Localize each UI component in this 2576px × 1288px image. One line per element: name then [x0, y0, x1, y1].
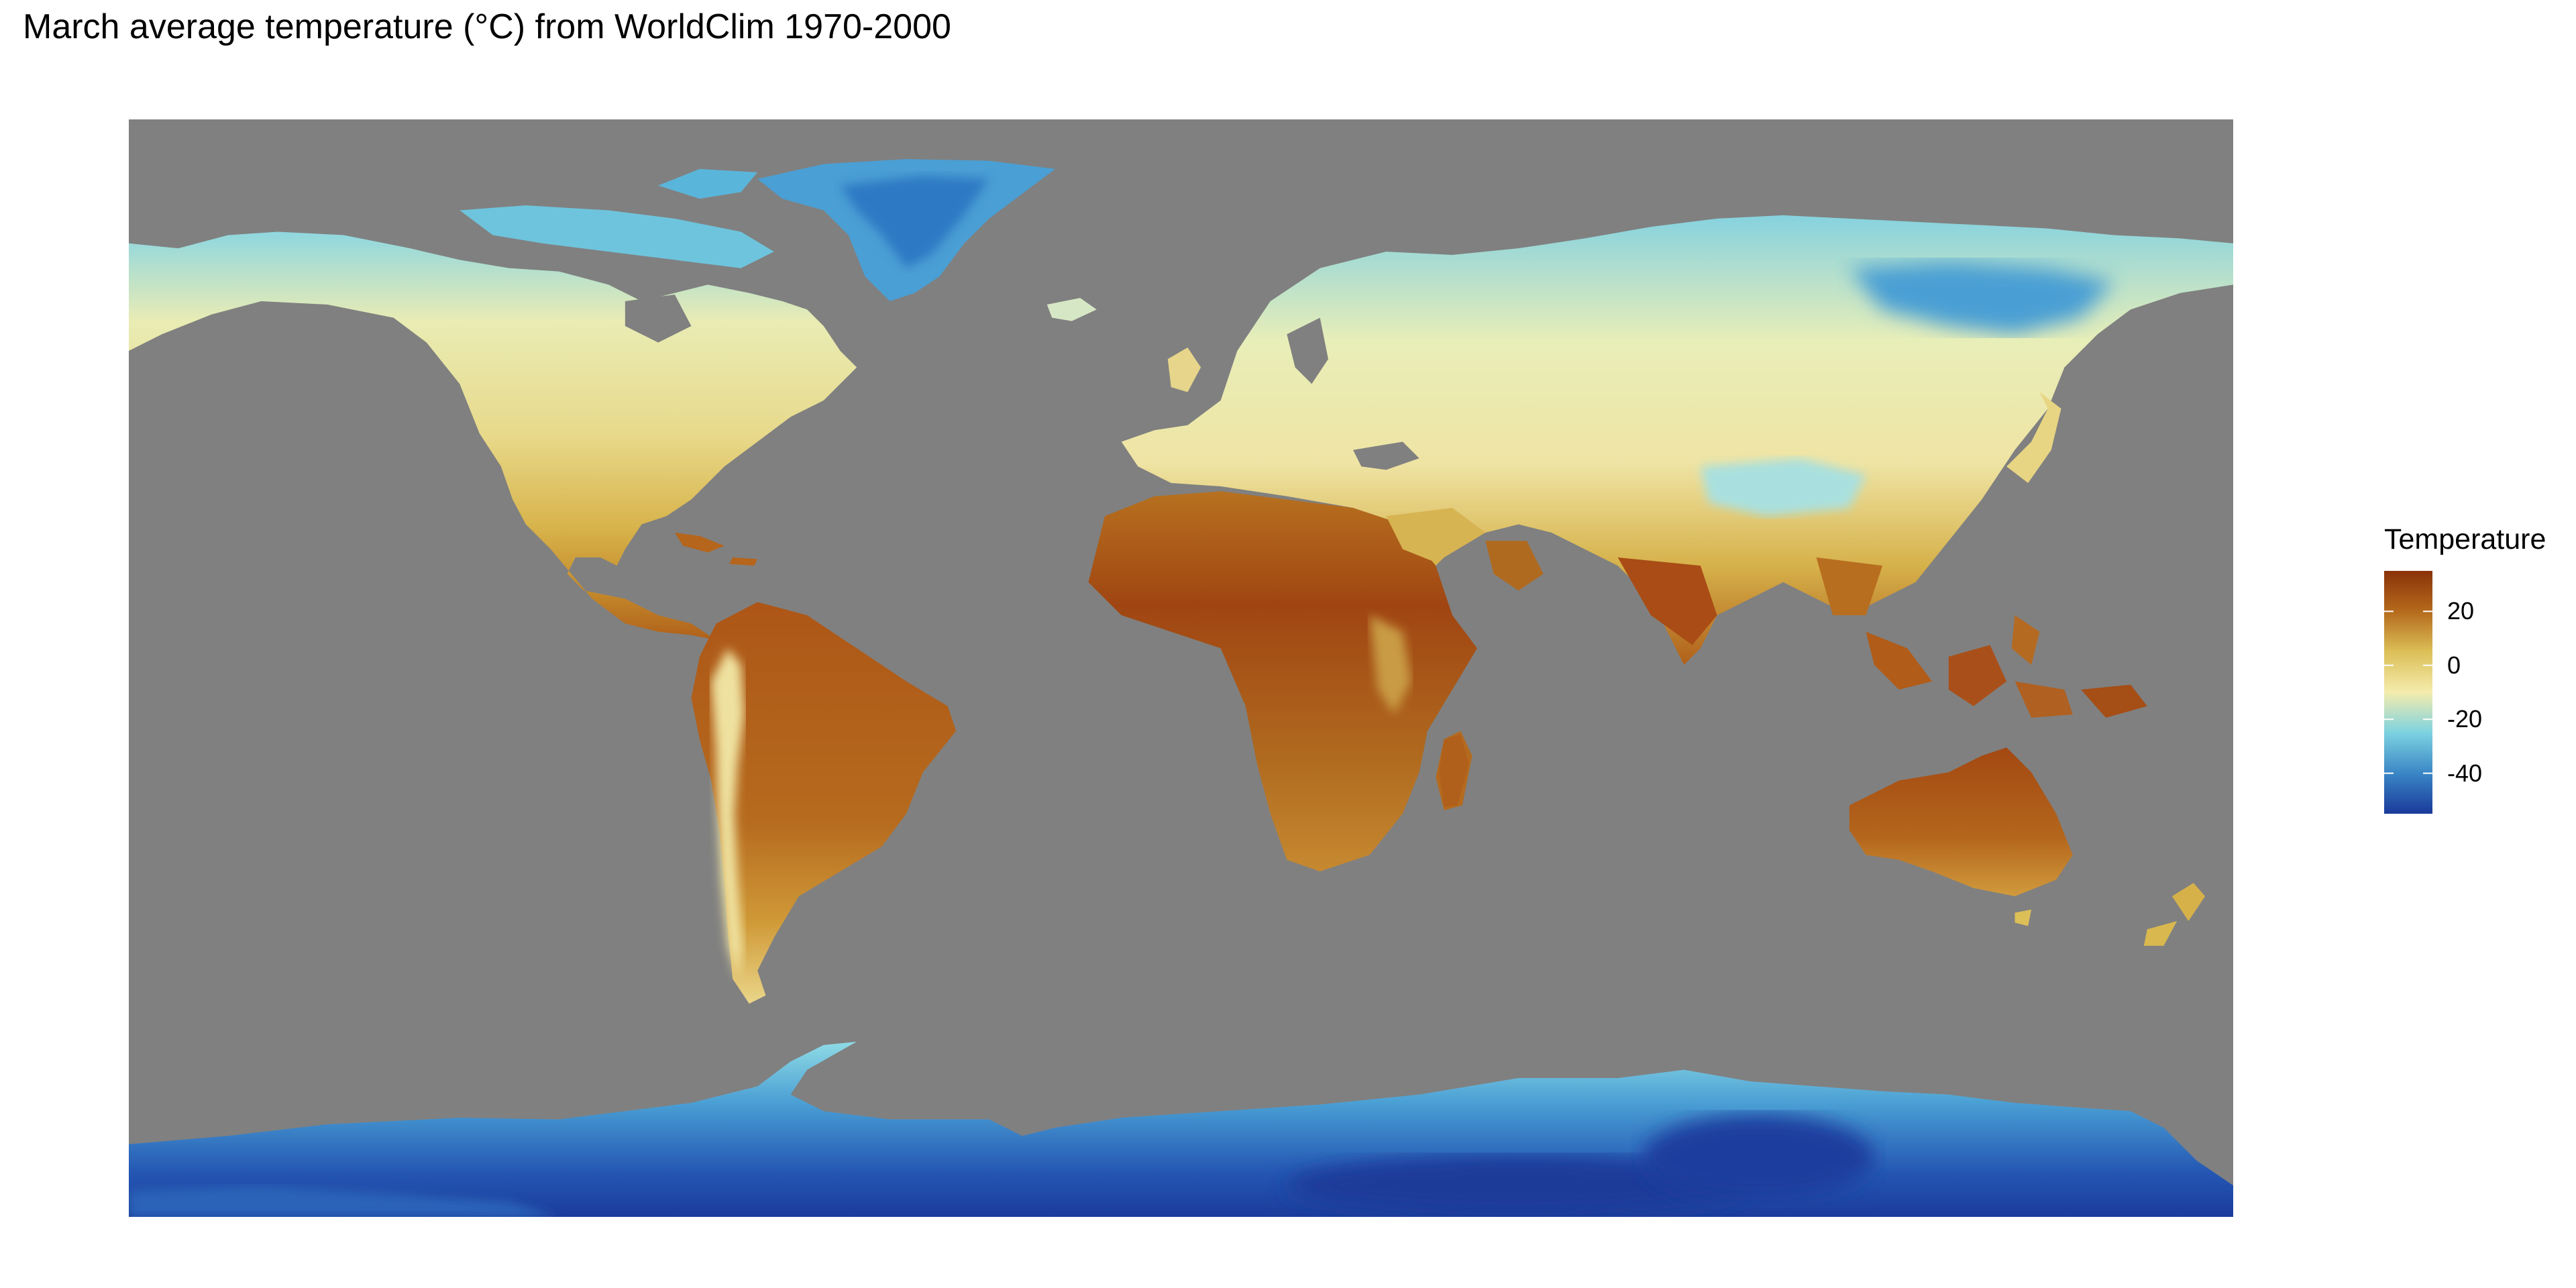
legend-tick-label: -40 — [2447, 759, 2483, 787]
legend-tick-label: 20 — [2447, 597, 2475, 625]
japan — [2006, 392, 2061, 484]
australia — [1849, 747, 2073, 926]
legend-colorbar — [2384, 571, 2432, 814]
map-title: March average temperature (°C) from Worl… — [23, 7, 951, 46]
greenland — [757, 159, 1056, 302]
antarctica — [129, 1041, 2233, 1217]
uk-iceland — [1046, 298, 1201, 392]
temperature-map — [129, 119, 2233, 1217]
eurasia — [1121, 215, 2233, 665]
southeast-asia-islands — [1866, 615, 2147, 718]
legend-tick-label: 0 — [2447, 651, 2461, 679]
north-america — [129, 168, 857, 641]
caribbean — [674, 532, 758, 566]
legend-tick-label: -20 — [2447, 705, 2483, 733]
madagascar — [1439, 734, 1469, 807]
new-zealand — [2143, 883, 2206, 946]
south-america — [691, 602, 957, 1004]
legend-title: Temperature — [2384, 523, 2546, 555]
